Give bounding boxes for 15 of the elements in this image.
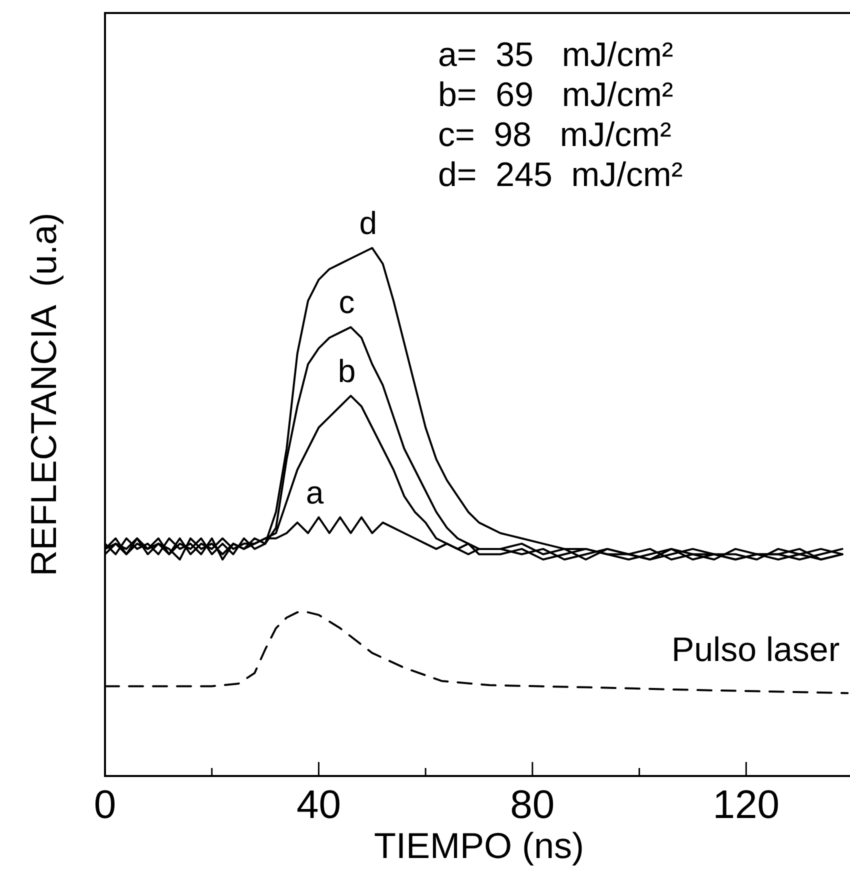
x-axis-title: TIEMPO (ns) [374, 825, 584, 866]
text: b= 69 mJ/cm² [438, 76, 674, 114]
x-tick-label: 80 [510, 783, 555, 827]
series-label: d [359, 204, 378, 241]
text: d= 245 mJ/cm² [438, 156, 683, 194]
x-tick-label: 40 [296, 783, 341, 827]
series-label: b [338, 352, 356, 389]
y-axis-title: REFLECTANCIA (u.a) [23, 212, 64, 576]
text: a= 35 mJ/cm² [438, 36, 674, 74]
x-tick-label: 0 [94, 783, 116, 827]
series-label: Pulso laser [671, 631, 840, 670]
text: c= 98 mJ/cm² [438, 116, 672, 154]
x-tick-label: 120 [712, 783, 780, 827]
series-label: c [338, 284, 355, 320]
series-label: a [306, 474, 324, 510]
